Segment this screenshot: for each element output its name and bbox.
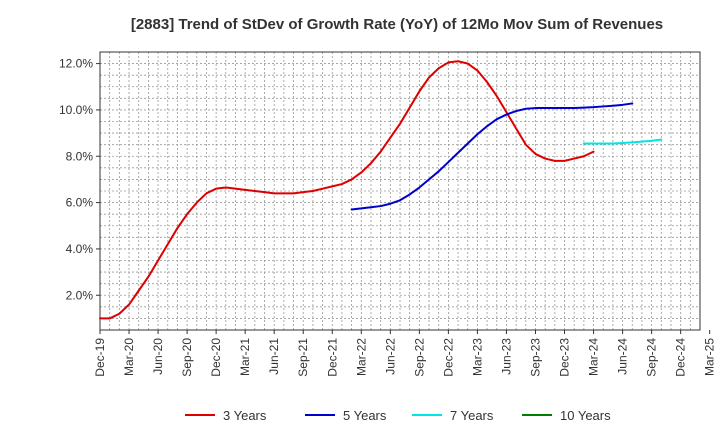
legend-label: 7 Years <box>450 408 494 423</box>
x-tick-label: Jun-23 <box>499 338 513 375</box>
x-tick-label: Dec-23 <box>558 338 572 377</box>
x-tick-label: Dec-20 <box>209 338 223 377</box>
x-tick-label: Sep-22 <box>412 338 426 377</box>
plot-frame <box>99 51 701 331</box>
y-tick-label: 12.0% <box>59 57 93 71</box>
x-tick-label: Mar-22 <box>354 338 368 376</box>
x-tick-label: Sep-23 <box>528 338 542 377</box>
y-tick-label: 2.0% <box>66 288 94 302</box>
legend-label: 10 Years <box>560 408 611 423</box>
y-tick-label: 8.0% <box>66 149 94 163</box>
x-tick-label: Dec-19 <box>93 338 107 377</box>
series-lines <box>99 60 663 320</box>
x-tick-label: Mar-24 <box>587 338 601 376</box>
y-tick-label: 4.0% <box>66 242 94 256</box>
x-tick-label: Jun-24 <box>616 338 630 375</box>
x-tick-label: Sep-21 <box>296 338 310 377</box>
legend-label: 3 Years <box>223 408 267 423</box>
y-axis: 2.0% 4.0% 6.0% 8.0% 10.0% 12.0% <box>59 57 100 302</box>
x-tick-label: Dec-22 <box>441 338 455 377</box>
x-axis: Dec-19 Mar-20 Jun-20 Sep-20 Dec-20 Mar-21 Jun-… <box>93 330 717 377</box>
x-tick-label: Dec-24 <box>674 338 688 377</box>
legend: 3 Years 5 Years 7 Years 10 Years <box>185 408 611 423</box>
x-tick-label: Sep-24 <box>645 338 659 377</box>
x-tick-label: Mar-21 <box>238 338 252 376</box>
series-line-7-years <box>582 138 663 145</box>
grid <box>99 51 701 330</box>
x-tick-label: Sep-20 <box>180 338 194 377</box>
x-tick-label: Jun-20 <box>151 338 165 375</box>
x-tick-label: Jun-21 <box>267 338 281 375</box>
x-tick-label: Jun-22 <box>383 338 397 375</box>
x-tick-label: Mar-25 <box>703 338 717 376</box>
legend-label: 5 Years <box>343 408 387 423</box>
x-tick-label: Mar-23 <box>470 338 484 376</box>
x-tick-label: Dec-21 <box>325 338 339 377</box>
series-line-5-years <box>350 102 634 211</box>
y-tick-label: 10.0% <box>59 103 93 117</box>
series-line-3-years <box>99 60 595 320</box>
x-tick-label: Mar-20 <box>122 338 136 376</box>
chart-title: [2883] Trend of StDev of Growth Rate (Yo… <box>131 16 663 33</box>
y-tick-label: 6.0% <box>66 196 94 210</box>
